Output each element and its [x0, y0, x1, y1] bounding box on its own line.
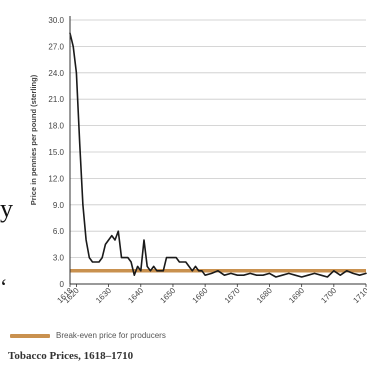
- y-tick-label: 21.0: [48, 95, 64, 104]
- x-tick-label: 1700: [319, 286, 338, 305]
- y-tick-label: 27.0: [48, 42, 64, 51]
- y-tick-label: 18.0: [48, 122, 64, 131]
- y-tick-label: 0: [60, 280, 65, 289]
- x-tick-label: 1680: [255, 286, 274, 305]
- grid-layer: [70, 19, 366, 259]
- x-tick-label: 1640: [126, 286, 145, 305]
- x-tick-label: 1650: [158, 286, 177, 305]
- x-tick-label: 1670: [223, 286, 242, 305]
- x-tick-label: 1660: [191, 286, 210, 305]
- legend-label-break-even: Break-even price for producers: [56, 331, 166, 340]
- y-tick-label: 3.0: [53, 254, 65, 263]
- y-tick-label: 12.0: [48, 174, 64, 183]
- y-tick-label: 6.0: [53, 227, 65, 236]
- y-axis-label: Price in pennies per pound (sterling): [29, 74, 38, 205]
- y-tick-label: 9.0: [53, 201, 65, 210]
- x-tick-label: 1630: [94, 286, 113, 305]
- axis-layer: 30.0 27.0 24.0 21.0 18.0 15.0 12.0 9.0 6.0 3.0 0 Pr…: [29, 16, 367, 305]
- x-tick-label: 1710: [351, 286, 367, 305]
- x-tick-label: 1690: [287, 286, 306, 305]
- stray-quote-mark: ‘: [0, 274, 8, 299]
- price-series-line: [69, 32, 367, 278]
- stray-letter-y: y: [0, 194, 13, 223]
- chart-title: Tobacco Prices, 1618–1710: [8, 350, 134, 362]
- legend: Break-even price for producers: [8, 329, 308, 343]
- y-tick-label: 15.0: [48, 148, 64, 157]
- y-tick-label: 30.0: [48, 16, 64, 25]
- y-tick-label: 24.0: [48, 69, 64, 78]
- legend-swatch-break-even: [10, 334, 50, 338]
- price-line-layer: [69, 32, 367, 278]
